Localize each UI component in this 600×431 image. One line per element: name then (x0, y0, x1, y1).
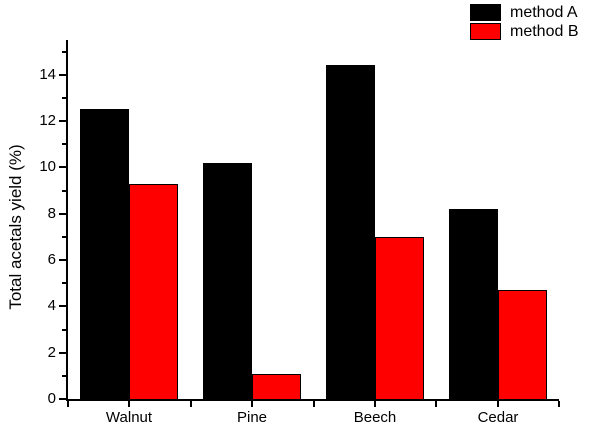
y-axis-tick-label: 6 (47, 251, 56, 269)
bar-method-b-pine (252, 374, 301, 399)
y-axis-major-tick (59, 120, 66, 122)
x-axis-tick (435, 401, 437, 407)
legend-item-method-a: method A (470, 4, 578, 21)
x-axis-tick (497, 401, 499, 407)
y-axis-title: Total acetals yield (%) (6, 144, 25, 310)
x-axis-tick (558, 401, 560, 407)
legend-label-method-a: method A (510, 3, 578, 21)
y-axis-line (66, 40, 68, 401)
bar-method-a-pine (203, 163, 252, 399)
y-axis-major-tick (59, 166, 66, 168)
bar-method-b-cedar (498, 290, 547, 399)
y-axis-minor-tick (62, 282, 66, 284)
y-axis-minor-tick (62, 236, 66, 238)
y-axis-major-tick (59, 74, 66, 76)
y-axis-tick-label: 10 (39, 158, 56, 176)
legend-swatch-method-a (470, 4, 501, 21)
x-axis-category-label: Walnut (105, 409, 153, 426)
y-axis-tick-label: 8 (47, 205, 56, 223)
y-axis-tick-label: 2 (47, 344, 56, 362)
x-axis-tick (67, 401, 69, 407)
y-axis-minor-tick (62, 143, 66, 145)
y-axis-minor-tick (62, 51, 66, 53)
y-axis-major-tick (59, 352, 66, 354)
y-axis-tick-label: 0 (47, 390, 56, 408)
legend: method A method B (470, 4, 578, 40)
x-axis-line (66, 399, 559, 401)
x-axis-tick (374, 401, 376, 407)
x-axis-tick (190, 401, 192, 407)
bar-method-b-walnut (129, 184, 178, 399)
bar-method-a-cedar (449, 209, 498, 399)
y-axis-minor-tick (62, 190, 66, 192)
x-axis-tick (313, 401, 315, 407)
y-axis-tick-label: 12 (39, 112, 56, 130)
y-axis-minor-tick (62, 329, 66, 331)
y-axis-major-tick (59, 398, 66, 400)
x-axis-tick (128, 401, 130, 407)
x-axis-category-label: Pine (236, 409, 268, 426)
legend-item-method-b: method B (470, 23, 578, 40)
bar-method-b-beech (375, 237, 424, 399)
legend-label-method-b: method B (510, 22, 579, 40)
y-axis-minor-tick (62, 97, 66, 99)
y-axis-major-tick (59, 213, 66, 215)
y-axis-tick-label: 14 (39, 66, 56, 84)
y-axis-minor-tick (62, 375, 66, 377)
y-axis-major-tick (59, 259, 66, 261)
x-axis-category-label: Beech (353, 409, 397, 426)
y-axis-major-tick (59, 305, 66, 307)
x-axis-tick (251, 401, 253, 407)
y-axis-tick-label: 4 (47, 297, 56, 315)
bar-method-a-walnut (80, 109, 129, 399)
bar-method-a-beech (326, 65, 375, 399)
legend-swatch-method-b (470, 23, 501, 40)
x-axis-category-label: Cedar (477, 409, 519, 426)
